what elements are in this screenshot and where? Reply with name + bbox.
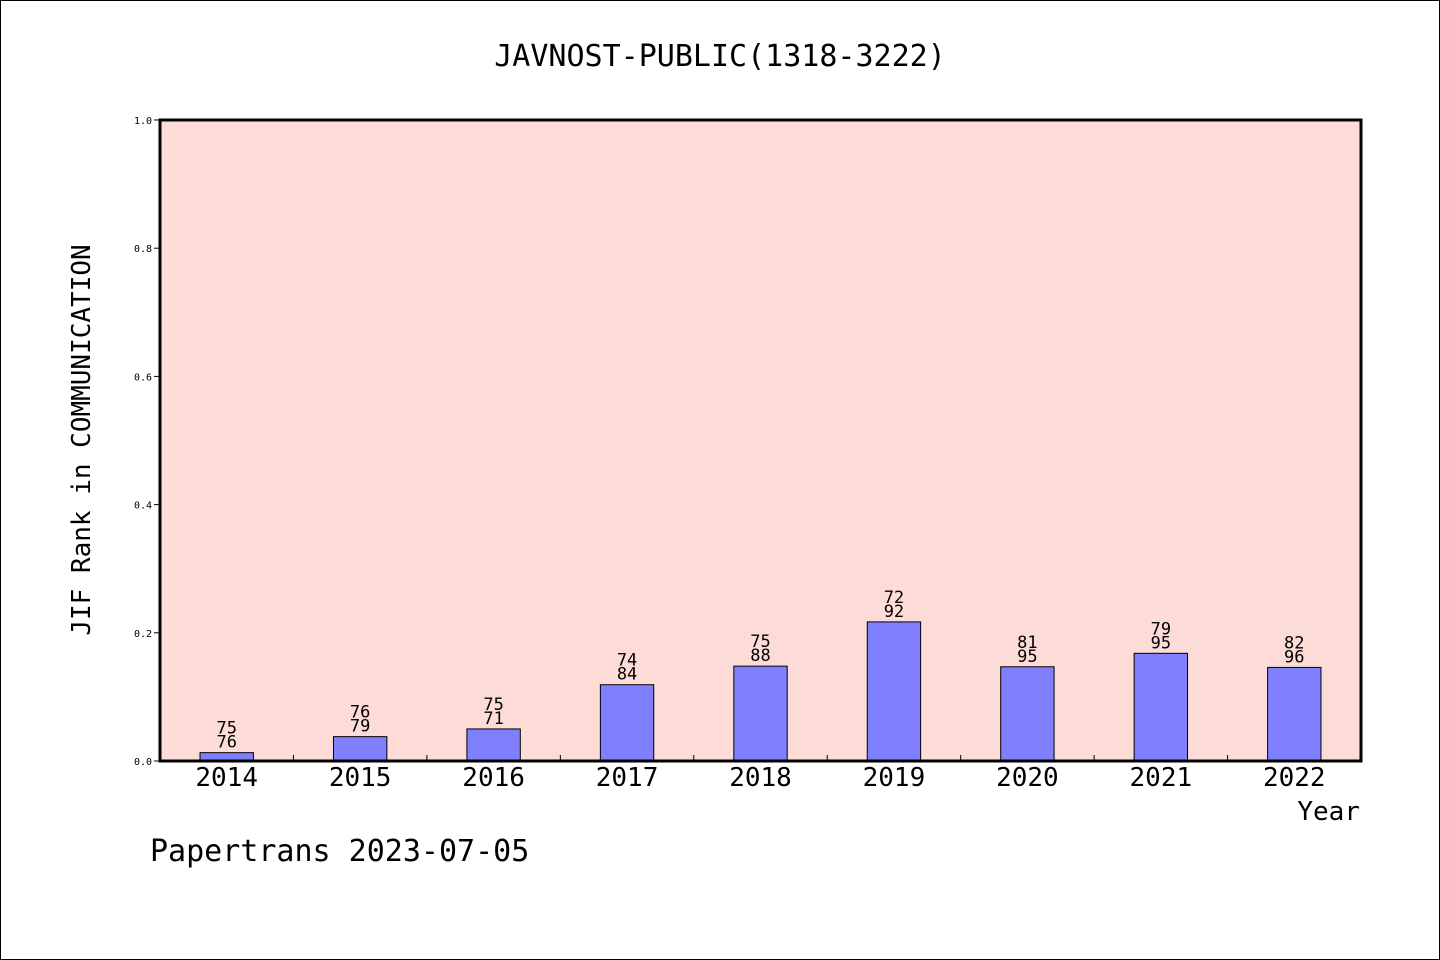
bar-label-bottom: 76: [216, 733, 236, 753]
y-tick-label: 1.0: [134, 116, 152, 127]
y-tick-label: 0.4: [134, 501, 152, 512]
bar-label-bottom: 92: [884, 602, 904, 622]
bar-2016: [466, 728, 521, 762]
bar-label-bottom: 79: [350, 717, 370, 737]
bar-label-bottom: 96: [1284, 647, 1304, 667]
x-tick-label: 2016: [462, 763, 525, 793]
x-tick-label: 2021: [1130, 763, 1193, 793]
bar-2019: [866, 621, 922, 762]
bar-2022: [1267, 666, 1322, 762]
x-tick-label: 2018: [729, 763, 792, 793]
chart-title: JAVNOST-PUBLIC(1318-3222): [494, 39, 946, 74]
x-tick-label: 2019: [863, 763, 926, 793]
bar-label-bottom: 88: [750, 646, 770, 666]
bar-label-top: 76: [350, 703, 370, 723]
bars: [199, 621, 1322, 762]
bar-label-bottom: 71: [483, 709, 503, 729]
x-tick-label: 2022: [1263, 763, 1326, 793]
bar-2015: [332, 736, 388, 762]
bar-2018: [733, 665, 788, 762]
y-axis-label: JIF Rank in COMMUNICATION: [67, 244, 97, 635]
x-tick-label: 2020: [996, 763, 1059, 793]
x-axis-label: Year: [1297, 797, 1360, 827]
bar-label-top: 75: [483, 695, 503, 715]
bar-label-top: 74: [617, 651, 637, 671]
x-tick-label: 2017: [596, 763, 659, 793]
x-axis: 2014 2015 2016 2017 2018 2019 2020 2021 2022: [195, 755, 1326, 793]
bar-label-top: 75: [750, 632, 770, 652]
x-tick-label: 2014: [195, 763, 258, 793]
bar-label-bottom: 84: [617, 665, 637, 685]
x-tick-label: 2015: [329, 763, 392, 793]
bar-label-top: 81: [1017, 633, 1037, 653]
footer-credit: Papertrans 2023-07-05: [150, 834, 530, 869]
y-tick-label: 0.0: [134, 757, 152, 768]
bar-2017: [599, 684, 655, 762]
y-tick-label: 0.2: [134, 629, 152, 640]
bar-label-bottom: 95: [1017, 647, 1037, 667]
y-axis: 0.0 0.2 0.4 0.6 0.8 1.0: [134, 116, 160, 768]
bar-2020: [1000, 666, 1055, 762]
y-tick-label: 0.8: [134, 244, 152, 255]
bar-label-top: 72: [884, 588, 904, 608]
y-tick-label: 0.6: [134, 372, 152, 383]
bar-label-top: 75: [216, 719, 236, 739]
bar-2021: [1133, 652, 1189, 762]
bar-label-top: 82: [1284, 633, 1304, 653]
bar-label-top: 79: [1151, 619, 1171, 639]
bar-label-bottom: 95: [1151, 633, 1171, 653]
plot-border: [158, 118, 1363, 763]
